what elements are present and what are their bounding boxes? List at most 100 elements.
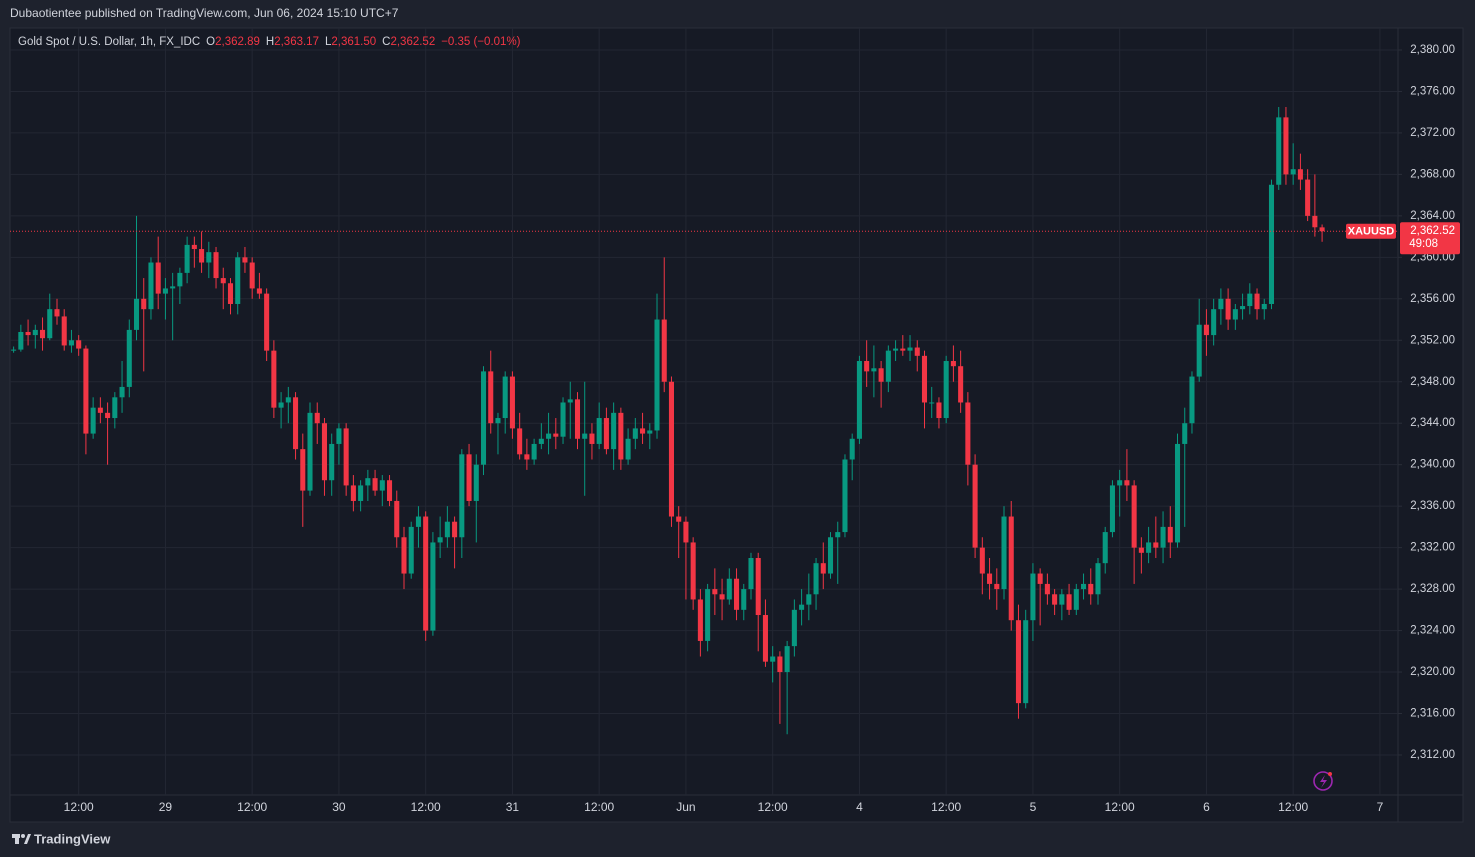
candle-body — [1102, 532, 1108, 564]
candle-body — [741, 589, 747, 610]
candle-body — [770, 656, 776, 662]
footer-brand: TradingView — [34, 831, 111, 846]
candle-body — [408, 526, 414, 574]
candle-body — [683, 521, 689, 543]
candle-body — [611, 412, 617, 450]
candle-body — [893, 348, 899, 351]
candle-body — [668, 381, 674, 517]
candle-body — [264, 293, 270, 351]
y-tick-label: 2,328.00 — [1410, 583, 1455, 595]
candle-body — [1232, 309, 1238, 320]
candle-body — [365, 478, 371, 486]
x-tick-label: Jun — [676, 800, 695, 814]
candle-body — [647, 430, 653, 434]
candle-body — [1008, 516, 1014, 621]
candle-body — [1211, 309, 1217, 336]
candle-body — [589, 433, 595, 444]
y-tick-label: 2,376.00 — [1410, 85, 1455, 97]
grid — [10, 28, 1398, 795]
candle-body — [488, 371, 494, 424]
candle-body — [950, 361, 956, 367]
candle-body — [618, 412, 624, 460]
candle-body — [1146, 542, 1152, 553]
candle-body — [227, 283, 234, 304]
legend-low-label: L — [325, 36, 332, 48]
candle-body — [524, 454, 530, 460]
candle-body — [517, 428, 523, 455]
candle-body — [1203, 324, 1209, 336]
candle-body — [430, 542, 436, 631]
y-tick-label: 2,324.00 — [1410, 625, 1455, 637]
candle-body — [213, 252, 219, 279]
candle-body — [148, 262, 154, 310]
candle-body — [170, 286, 176, 289]
candle-body — [285, 397, 291, 403]
candle-body — [726, 578, 732, 600]
legend-close: 2,362.52 — [390, 36, 435, 48]
x-tick-label: 12:00 — [584, 800, 614, 814]
y-tick-label: 2,332.00 — [1410, 542, 1455, 554]
candle-body — [632, 428, 638, 439]
candle-body — [162, 288, 168, 294]
candle-body — [321, 423, 327, 481]
x-tick-label: 30 — [332, 800, 346, 814]
candle-body — [712, 589, 718, 595]
candle-body — [965, 402, 971, 465]
candle-body — [278, 402, 284, 408]
publish-info: Dubaotientee published on TradingView.co… — [10, 6, 399, 20]
candle-body — [220, 278, 226, 284]
candle-body — [791, 609, 797, 647]
candle-body — [546, 433, 552, 439]
y-tick-label: 2,344.00 — [1410, 417, 1455, 429]
candle-body — [1218, 298, 1224, 310]
y-tick-label: 2,316.00 — [1410, 708, 1455, 720]
candle-body — [11, 349, 17, 351]
candle-body — [1153, 542, 1159, 548]
candle-body — [1319, 227, 1325, 232]
candle-body — [387, 480, 393, 501]
x-tick-label: 6 — [1203, 800, 1210, 814]
y-tick-label: 2,368.00 — [1410, 168, 1455, 180]
legend-open: 2,362.89 — [215, 36, 260, 48]
candle-body — [466, 454, 472, 501]
x-tick-label: 12:00 — [411, 800, 441, 814]
x-tick-label: 12:00 — [758, 800, 788, 814]
candle-body — [885, 350, 891, 382]
candle-body — [191, 244, 197, 250]
candle-body — [835, 532, 841, 538]
candle-body — [68, 340, 74, 346]
footer-logo — [12, 834, 31, 844]
candle-body — [1254, 293, 1260, 310]
candle-body — [1247, 293, 1253, 307]
candle-body — [538, 438, 544, 444]
y-tick-label: 2,364.00 — [1410, 210, 1455, 222]
candle-body — [329, 443, 335, 481]
x-tick-label: 29 — [159, 800, 173, 814]
candle-body — [401, 537, 407, 574]
candle-body — [206, 252, 212, 263]
candle-body — [423, 516, 429, 631]
candle-body — [1081, 583, 1087, 590]
candle-body — [343, 428, 349, 486]
x-tick-label: 5 — [1030, 800, 1037, 814]
candle-body — [256, 288, 262, 294]
candle-body — [199, 249, 205, 263]
candle-body — [849, 438, 855, 460]
candle-body — [907, 347, 913, 351]
candle-body — [18, 331, 24, 350]
candle-body — [155, 262, 161, 294]
candle-body — [1023, 620, 1029, 704]
candle-body — [734, 578, 740, 610]
y-tick-label: 2,340.00 — [1410, 459, 1455, 471]
candle-body — [141, 298, 147, 310]
alert-icon — [1313, 771, 1333, 791]
overlay: 2,312.00 2,316.00 2,320.00 2,324.00 2,328.00… — [10, 44, 1460, 814]
candle-body — [943, 361, 949, 419]
candle-body — [705, 589, 711, 641]
y-tick-label: 2,320.00 — [1410, 666, 1455, 678]
legend-high-label: H — [266, 36, 274, 48]
candle-body — [972, 464, 978, 548]
candle-body — [40, 329, 46, 339]
